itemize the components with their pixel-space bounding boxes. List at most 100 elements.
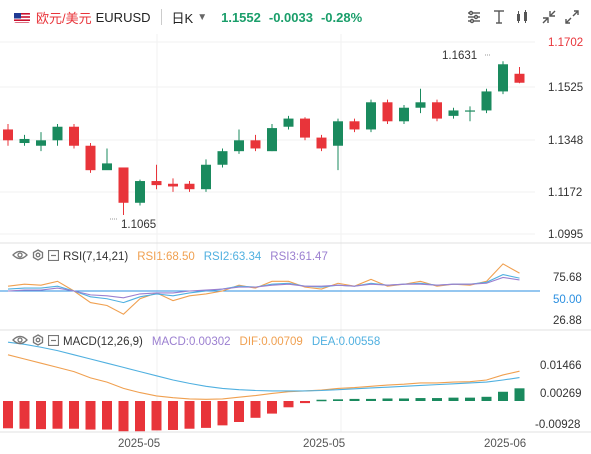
macd-bar <box>151 401 162 431</box>
macd-bar <box>267 401 277 414</box>
candle-body <box>151 181 162 186</box>
time-axis-label: 2025-06 <box>484 438 526 450</box>
indicator-toggle-icon[interactable] <box>47 249 60 264</box>
macd-lines <box>7 341 520 400</box>
candle-body <box>36 140 46 146</box>
compare-icon[interactable] <box>514 9 530 25</box>
candle-body <box>333 121 343 146</box>
time-axis-label: 2025-05 <box>303 438 345 450</box>
symbol-name[interactable]: 欧元/美元 <box>36 10 92 26</box>
macd-bar <box>300 401 310 404</box>
macd-bar <box>316 399 327 402</box>
candle-body <box>201 164 211 190</box>
macd-bar <box>366 398 376 401</box>
macd-bar <box>465 397 475 401</box>
period-selector[interactable]: 日K <box>171 10 194 26</box>
macd-bar <box>3 401 13 429</box>
macd-bar <box>85 401 96 430</box>
macd-bar <box>102 401 112 430</box>
macd-value: MACD:0.00302 <box>151 335 231 348</box>
macd-bar <box>234 401 244 422</box>
candle-body <box>267 128 277 152</box>
candle-body <box>481 91 492 111</box>
candle-body <box>300 118 310 138</box>
chevron-down-icon[interactable]: ▼ <box>197 11 208 23</box>
candle-body <box>366 102 376 130</box>
candle-body <box>3 129 13 141</box>
candle-body <box>382 102 393 122</box>
candle-body <box>349 121 360 130</box>
candle-body <box>52 126 63 141</box>
candle-body <box>498 64 508 92</box>
gear-icon[interactable] <box>32 249 44 264</box>
drawing-tools-icon[interactable] <box>491 9 507 25</box>
fullscreen-icon[interactable] <box>564 9 580 25</box>
low-annotation: 1.1065 <box>121 219 156 231</box>
candle-body <box>234 140 244 152</box>
symbol-code[interactable]: EURUSD <box>95 9 151 25</box>
candle-body <box>432 102 442 119</box>
macd-bar <box>498 391 508 401</box>
candle-body <box>217 151 228 165</box>
price-axis-label: 1.1525 <box>548 82 583 94</box>
us-flag-icon <box>14 12 30 23</box>
macd-bar <box>415 398 426 401</box>
time-axis-label: 2025-05 <box>118 438 160 450</box>
macd-name: MACD(12,26,9) <box>63 335 143 348</box>
price-axis-label-current: 1.1702 <box>548 37 583 49</box>
collapse-icon[interactable] <box>541 9 557 25</box>
macd-histogram <box>3 388 525 432</box>
macd-bar <box>217 401 228 426</box>
candle-body <box>316 137 327 149</box>
macd-bar <box>448 397 459 401</box>
candle-body <box>168 183 178 187</box>
rsi1-value: RSI1:68.50 <box>137 250 195 263</box>
last-price: 1.1552 <box>221 9 261 25</box>
macd-bar <box>69 401 79 429</box>
price-change-pct: -0.28% <box>320 9 363 25</box>
rsi-axis-label: 50.00 <box>553 294 582 306</box>
candle-body <box>250 140 261 149</box>
candle-body <box>514 73 525 83</box>
candle-body <box>415 102 426 108</box>
macd-bar <box>514 388 525 401</box>
rsi1-line <box>7 263 520 315</box>
dif-value: DIF:0.00709 <box>239 335 303 348</box>
grid-lines <box>0 34 535 432</box>
macd-bar <box>349 398 360 401</box>
chart-toolbar: 欧元/美元 EURUSD 日K ▼ 1.1552 -0.0033 -0.28% <box>0 0 591 34</box>
macd-legend: MACD(12,26,9) MACD:0.00302 DIF:0.00709 D… <box>12 334 380 349</box>
eye-icon[interactable] <box>12 334 28 349</box>
candle-body <box>448 110 459 116</box>
rsi-legend: RSI(7,14,21) RSI1:68.50 RSI2:63.34 RSI3:… <box>12 249 328 264</box>
rsi-name: RSI(7,14,21) <box>63 250 129 263</box>
eye-icon[interactable] <box>12 249 28 264</box>
macd-bar <box>333 399 343 401</box>
indicator-settings-icon[interactable] <box>466 9 482 25</box>
macd-bar <box>399 398 409 401</box>
rsi2-value: RSI2:63.34 <box>203 250 262 263</box>
price-axis-label: 1.1172 <box>548 187 582 199</box>
rsi-axis-label: 75.68 <box>553 272 582 284</box>
macd-bar <box>481 396 492 401</box>
macd-bar <box>250 401 261 418</box>
macd-bar <box>168 401 178 430</box>
macd-bar <box>19 401 30 429</box>
high-annotation: 1.1631 <box>442 50 477 62</box>
toolbar-divider <box>160 9 162 25</box>
candle-body <box>85 145 96 171</box>
macd-bar <box>432 398 442 401</box>
indicator-toggle-icon[interactable] <box>47 334 60 349</box>
macd-bar <box>382 398 393 401</box>
rsi3-value: RSI3:61.47 <box>270 250 328 263</box>
rsi-axis-label: 26.88 <box>553 315 582 327</box>
macd-bar <box>36 401 46 430</box>
price-axis-label: 1.1348 <box>548 135 583 147</box>
macd-bar <box>135 401 145 432</box>
gear-icon[interactable] <box>32 334 44 349</box>
macd-axis-label: -0.00928 <box>535 419 580 431</box>
dif-line <box>7 354 520 400</box>
dea-line <box>7 341 520 392</box>
macd-axis-label: 0.01466 <box>540 360 582 372</box>
